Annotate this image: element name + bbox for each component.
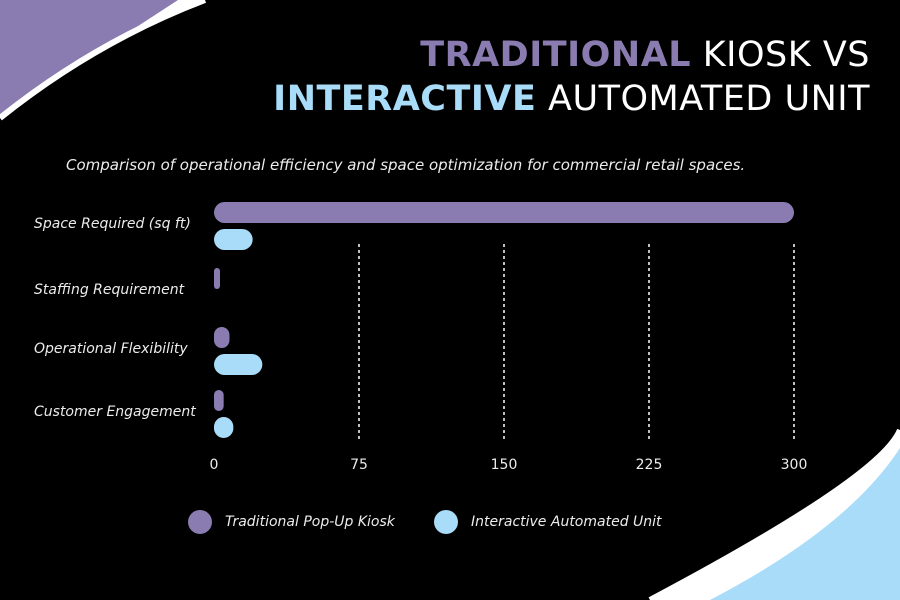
legend-item-interactive: Interactive Automated Unit	[434, 510, 662, 534]
x-tick-label: 225	[636, 457, 663, 473]
panel-edge-top	[0, 0, 207, 121]
legend-item-traditional: Traditional Pop-Up Kiosk	[188, 510, 395, 534]
bar-interactive	[214, 417, 234, 438]
category-label: Staffing Requirement	[34, 282, 185, 298]
legend-label-traditional: Traditional Pop-Up Kiosk	[225, 514, 395, 530]
panel-edge-bottom	[648, 428, 900, 600]
bar-traditional	[214, 390, 224, 411]
corner-accent-bottom-right	[710, 448, 900, 600]
chart-title-line-1: TRADITIONAL KIOSK VS	[420, 38, 870, 73]
title-highlight-interactive: INTERACTIVE	[273, 79, 537, 119]
category-label: Customer Engagement	[34, 404, 196, 420]
bar-interactive	[214, 354, 263, 375]
title-highlight-traditional: TRADITIONAL	[420, 35, 692, 75]
legend-label-interactive: Interactive Automated Unit	[471, 514, 662, 530]
title-rest-1: KIOSK VS	[691, 35, 870, 75]
x-tick-label: 150	[491, 457, 518, 473]
x-tick-label: 300	[781, 457, 808, 473]
legend-swatch-traditional	[188, 510, 212, 534]
legend-swatch-interactive	[434, 510, 458, 534]
category-label: Space Required (sq ft)	[34, 216, 191, 232]
x-tick-label: 75	[350, 457, 368, 473]
bar-interactive	[214, 229, 253, 250]
bar-traditional	[214, 202, 794, 223]
x-tick-label: 0	[210, 457, 219, 473]
bar-traditional	[214, 268, 220, 289]
chart-title-line-2: INTERACTIVE AUTOMATED UNIT	[273, 82, 870, 117]
title-rest-2: AUTOMATED UNIT	[536, 79, 870, 119]
bar-traditional	[214, 327, 230, 348]
category-label: Operational Flexibility	[34, 341, 188, 357]
chart-subtitle: Comparison of operational efficiency and…	[66, 156, 746, 174]
